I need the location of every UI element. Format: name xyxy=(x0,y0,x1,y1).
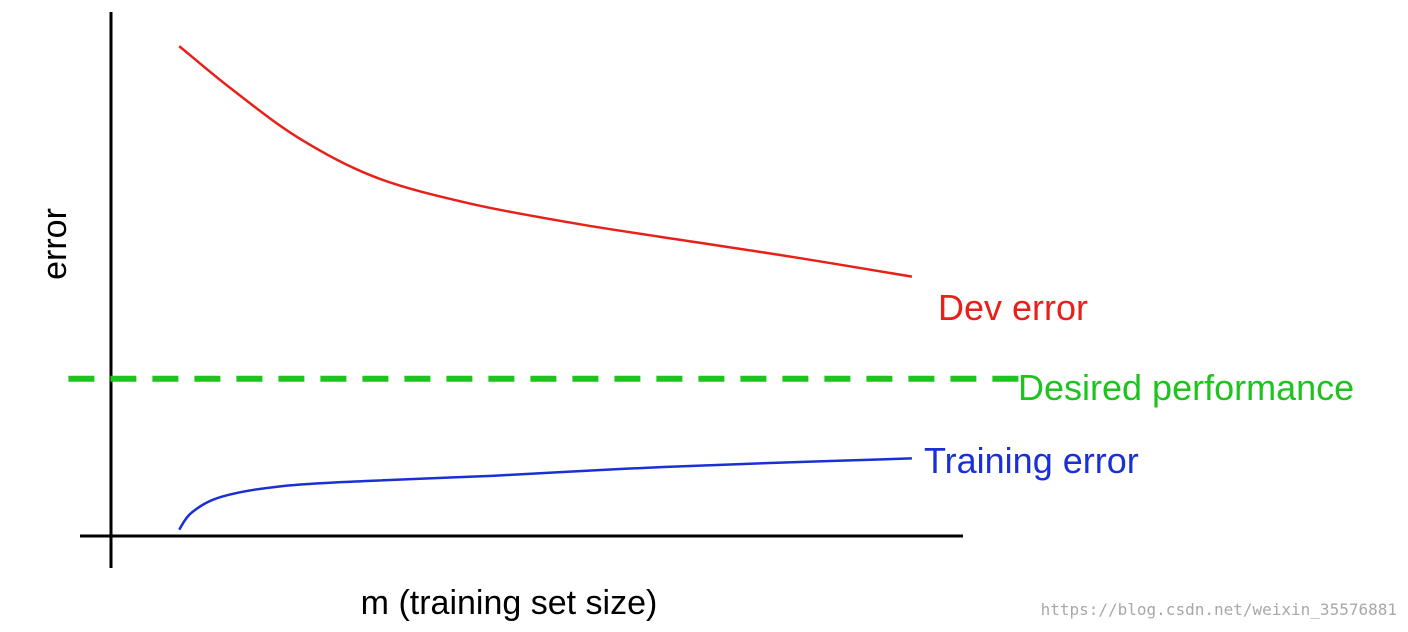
series-line-dev-error xyxy=(178,45,913,278)
series-line-training-error xyxy=(178,457,912,531)
legend-label-desired-performance: Desired performance xyxy=(1018,367,1354,408)
y-axis-label: error xyxy=(36,208,74,280)
axes xyxy=(80,12,963,568)
series-labels: Dev error Desired performance Training e… xyxy=(924,287,1354,481)
x-axis-label: m (training set size) xyxy=(361,584,658,622)
legend-label-dev-error: Dev error xyxy=(938,287,1088,328)
series-layer xyxy=(68,45,1032,531)
watermark: https://blog.csdn.net/weixin_35576881 xyxy=(1041,600,1397,619)
legend-label-training-error: Training error xyxy=(924,440,1139,481)
